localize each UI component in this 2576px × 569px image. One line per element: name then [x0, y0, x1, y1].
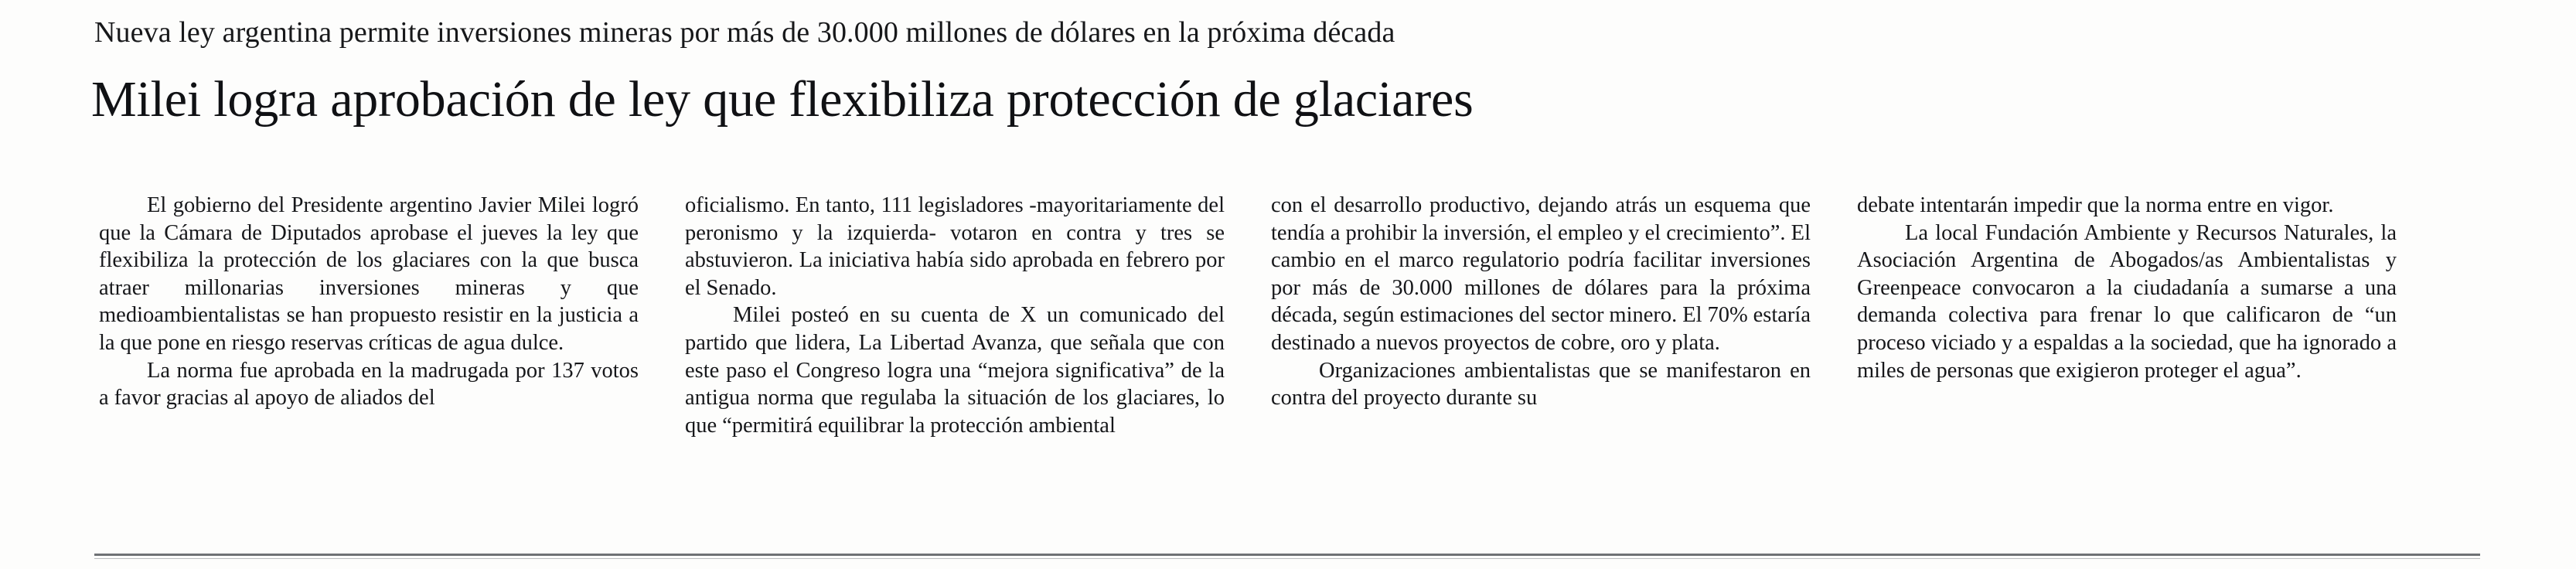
paragraph: Milei posteó en su cuenta de X un comuni… — [685, 303, 1225, 438]
bottom-rule-divider — [94, 554, 2480, 556]
article-kicker: Nueva ley argentina permite inversiones … — [94, 16, 1395, 49]
paragraph: El gobierno del Presidente argentino Jav… — [99, 193, 639, 355]
paragraph-continuation: con el desarrollo productivo, dejando at… — [1271, 193, 1811, 355]
paragraph: Organizaciones ambientalistas que se man… — [1271, 358, 1811, 411]
article-column-1: El gobierno del Presidente argentino Jav… — [99, 192, 639, 412]
bottom-rule-shadow — [94, 558, 2480, 559]
paragraph-continuation: debate intentarán impedir que la norma e… — [1857, 193, 2334, 217]
paragraph-continuation: oficialismo. En tanto, 111 legisladores … — [685, 193, 1225, 300]
paragraph: La local Fundación Ambiente y Recursos N… — [1857, 220, 2397, 383]
article-body-columns: El gobierno del Presidente argentino Jav… — [99, 192, 2474, 516]
article-column-2: oficialismo. En tanto, 111 legisladores … — [685, 192, 1225, 439]
paragraph: La norma fue aprobada en la madrugada po… — [99, 358, 639, 411]
article-headline: Milei logra aprobación de ley que flexib… — [91, 71, 1474, 128]
article-column-4: debate intentarán impedir que la norma e… — [1857, 192, 2397, 384]
article-column-3: con el desarrollo productivo, dejando at… — [1271, 192, 1811, 412]
